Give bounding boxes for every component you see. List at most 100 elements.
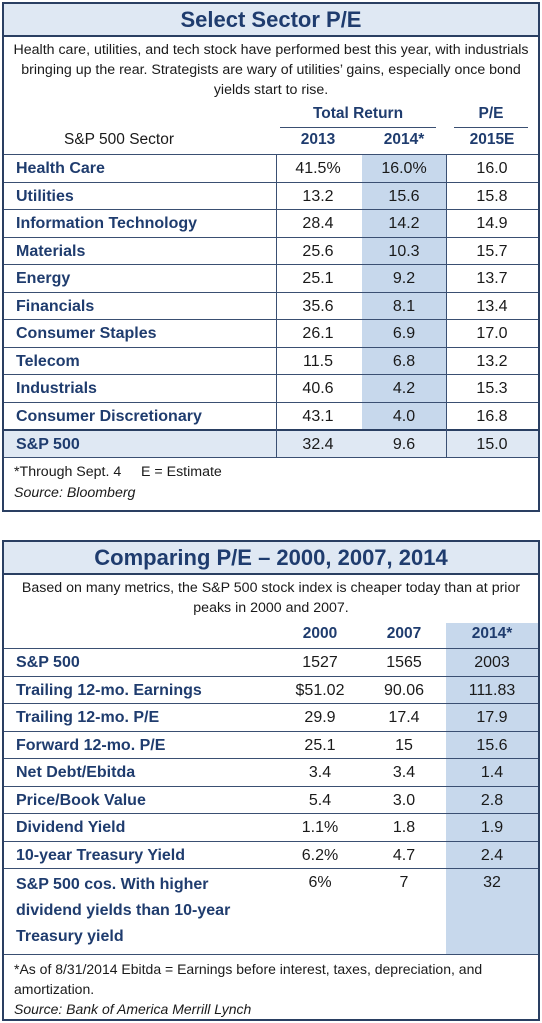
cell-2013: 40.6 [302,380,334,397]
cell-2014: 15.6 [476,736,508,754]
cell-pe-2015e: 13.4 [476,297,508,315]
table-row: S&P 500 1527 1565 2003 [4,648,538,676]
row-label: Consumer Staples [16,325,157,342]
row-label: Dividend Yield [16,819,126,836]
cell-2013: 32.4 [302,436,334,453]
cell-2007: 3.0 [392,791,416,809]
table-row: Consumer Staples 26.1 6.9 17.0 [4,319,538,347]
table-row: Consumer Discretionary 43.1 4.0 16.8 [4,401,538,430]
row-label: Information Technology [16,215,198,232]
cell-2013: 25.1 [302,270,334,287]
cell-2007: 7 [399,874,409,891]
col-2000-header: 2000 [302,625,338,642]
sector-pe-intro: Health care, utilities, and tech stock h… [13,42,529,98]
cell-2013: 11.5 [303,352,333,370]
row-label: Utilities [16,187,74,205]
row-label: S&P 500 [16,436,80,453]
cell-2007: 15 [395,736,413,754]
footnote: *As of 8/31/2014 Ebitda = Earnings befor… [14,961,483,997]
pe-underline [454,127,528,128]
row-label-line: S&P 500 cos. With higher [16,876,209,893]
cell-2013: 25.6 [302,242,334,260]
sector-pe-table: Select Sector P/E Health care, utilities… [2,2,540,512]
cell-pe-2015e: 16.8 [476,407,508,425]
cell-2014: 10.3 [388,242,420,260]
table-row: Dividend Yield 1.1% 1.8 1.9 [4,813,538,841]
col-2014-shading [362,154,446,431]
row-label: S&P 500 [16,654,80,671]
cell-2000: 29.9 [304,709,336,726]
table-row: Net Debt/Ebitda 3.4 3.4 1.4 [4,758,538,786]
sector-pe-footnotes: *Through Sept. 4 E = Estimate Source: Bl… [4,456,538,504]
cell-2014: 2.8 [480,791,504,809]
row-label: Trailing 12-mo. Earnings [16,681,202,699]
pe-comparison-header: 2000 2007 2014* [4,623,538,648]
cell-pe-2015e: 14.9 [476,215,508,232]
cell-2000: 5.4 [308,791,332,809]
row-label: Financials [16,297,95,315]
cell-2013: 41.5% [295,160,341,177]
table-row: Energy 25.1 9.2 13.7 [4,264,538,292]
row-label: Consumer Discretionary [16,407,202,425]
cell-2014: 6.8 [392,352,416,370]
col-2014-shading [446,648,538,954]
source-note: Source: Bank of America Merrill Lynch [14,1001,252,1017]
cell-2014: 1.9 [480,819,504,836]
row-label: S&P 500 cos. With higher dividend yields… [16,872,230,950]
cell-2007: 17.4 [388,709,420,726]
table-row: S&P 500 cos. With higher dividend yields… [4,868,538,954]
pe-comparison-table: Comparing P/E – 2000, 2007, 2014 Based o… [2,540,540,1021]
col-2014-shading [446,623,538,648]
cell-2000: 25.1 [304,736,336,754]
col-2007-header: 2007 [386,625,422,642]
total-return-label: Total Return [312,105,404,122]
pe-comparison-body: S&P 500 1527 1565 2003 Trailing 12-mo. Earni… [4,648,538,954]
cell-2007: 3.4 [392,764,416,781]
table-row: Price/Book Value 5.4 3.0 2.8 [4,785,538,814]
cell-pe-2015e: 13.7 [476,270,508,287]
cell-2000: 1527 [302,654,338,671]
col-2014-header: 2014* [471,625,513,642]
cell-2014: 2003 [474,654,510,671]
table-row: Information Technology 28.4 14.2 14.9 [4,209,538,237]
row-label: 10-year Treasury Yield [16,846,185,864]
footnote: *Through Sept. 4 E = Estimate [14,463,222,480]
cell-2014: 2.4 [480,846,504,864]
cell-2014: 9.2 [392,270,416,287]
col-2013-header: 2013 [300,131,336,148]
row-label-line: Treasury yield [16,928,124,945]
row-label: Telecom [16,352,80,370]
cell-2000: 6.2% [301,846,339,864]
cell-2013: 13.2 [302,187,334,205]
table-row: Industrials 40.6 4.2 15.3 [4,374,538,402]
cell-2000: 1.1% [301,819,339,836]
cell-2014: 8.1 [392,297,416,315]
col-2015e-header: 2015E [469,131,515,148]
table-row: Telecom 11.5 6.8 13.2 [4,346,538,375]
total-row: S&P 500 32.4 9.6 15.0 [4,429,538,457]
cell-2014: 4.0 [392,407,416,425]
table-row: Trailing 12-mo. Earnings $51.02 90.06 111.8… [4,675,538,704]
cell-pe-2015e: 16.0 [476,160,508,177]
sector-column-header: S&P 500 Sector [64,131,175,148]
cell-2014: 1.4 [480,764,504,781]
cell-2014: 16.0% [381,160,427,177]
cell-2013: 28.4 [302,215,334,232]
total-return-underline [280,127,436,128]
row-label: Forward 12-mo. P/E [16,736,166,754]
cell-2007: 1.8 [392,819,416,836]
row-label: Trailing 12-mo. P/E [16,709,160,726]
cell-2013: 35.6 [302,297,334,315]
row-label: Materials [16,242,86,260]
cell-2007: 4.7 [392,846,416,864]
row-label: Energy [16,270,71,287]
cell-2014: 9.6 [392,436,416,453]
cell-2014: 14.2 [388,215,420,232]
cell-pe-2015e: 13.2 [476,352,508,370]
table-row: 10-year Treasury Yield 6.2% 4.7 2.4 [4,840,538,869]
cell-2007: 90.06 [383,681,425,699]
row-label: Industrials [16,380,97,397]
pe-comparison-footnotes: *As of 8/31/2014 Ebitda = Earnings befor… [4,954,538,1019]
pe-label: P/E [478,105,504,122]
cell-2014: 17.9 [476,709,508,726]
